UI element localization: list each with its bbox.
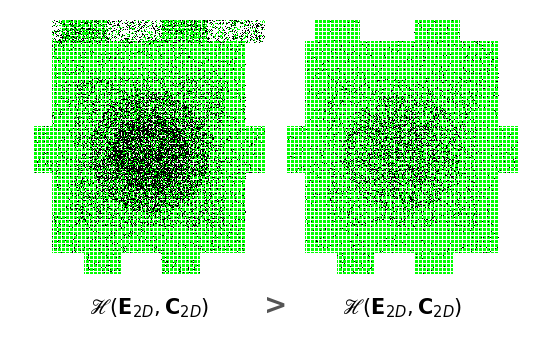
Text: >: > bbox=[264, 292, 288, 320]
Text: $\mathscr{H}(\mathbf{E}_{2D}, \mathbf{C}_{2D})$: $\mathscr{H}(\mathbf{E}_{2D}, \mathbf{C}… bbox=[342, 296, 462, 320]
Text: $\mathscr{H}(\mathbf{E}_{2D}, \mathbf{C}_{2D})$: $\mathscr{H}(\mathbf{E}_{2D}, \mathbf{C}… bbox=[89, 296, 209, 320]
